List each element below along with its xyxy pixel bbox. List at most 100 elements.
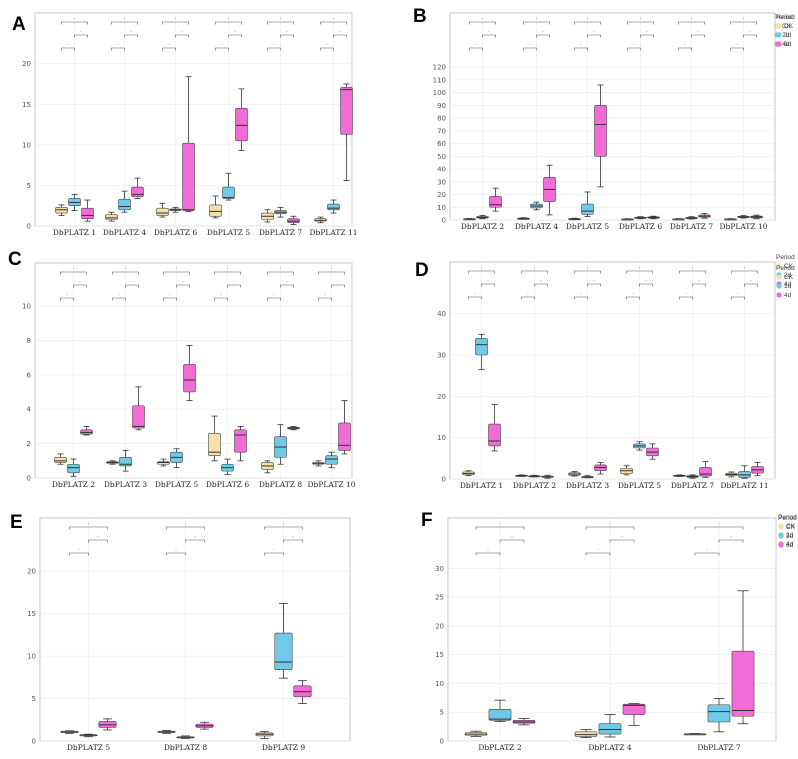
box-group: · · · DbPLATZ 3 <box>566 265 609 490</box>
significance-bracket <box>691 34 705 38</box>
significance-mark: · <box>194 534 196 540</box>
x-tick-label: DbPLATZ 2 <box>513 481 556 490</box>
significance-mark: · <box>227 266 229 272</box>
box <box>105 214 118 220</box>
significance-mark: · <box>511 534 513 540</box>
y-tick-label: 10 <box>27 653 36 661</box>
plot-frame <box>39 517 351 742</box>
significance-bracket <box>499 539 525 543</box>
x-tick-label: DbPLATZ 5 <box>155 480 198 489</box>
significance-mark: · <box>542 29 544 35</box>
x-tick-label: DbPLATZ 6 <box>619 222 662 231</box>
significance-mark: · <box>718 521 720 527</box>
significance-bracket <box>166 552 186 556</box>
significance-bracket <box>468 270 495 274</box>
significance-bracket <box>536 34 550 38</box>
x-tick-label: DbPLATZ 10 <box>720 222 768 231</box>
box <box>699 467 712 477</box>
box <box>118 198 131 211</box>
y-tick-label: 90 <box>437 102 446 110</box>
y-tick-label: 15 <box>435 651 444 659</box>
significance-mark: · <box>743 16 745 22</box>
significance-bracket <box>185 539 205 543</box>
y-tick-label: 8 <box>27 337 31 345</box>
significance-bracket <box>640 34 654 38</box>
significance-mark: · <box>645 278 647 284</box>
box-group: · · · DbPLATZ 5 <box>60 521 117 752</box>
box <box>340 86 353 135</box>
x-tick-label: DbPLATZ 5 <box>566 222 609 231</box>
legend-marker <box>776 32 782 38</box>
significance-mark: · <box>175 16 177 22</box>
legend-label: 6d <box>786 542 794 549</box>
significance-mark: · <box>220 292 222 298</box>
significance-mark: · <box>540 278 542 284</box>
significance-bracket <box>333 34 347 38</box>
significance-mark: · <box>97 534 99 540</box>
significance-bracket <box>475 552 501 556</box>
significance-mark: · <box>280 16 282 22</box>
significance-mark: · <box>730 534 732 540</box>
significance-bracket <box>469 21 496 25</box>
significance-bracket <box>166 526 205 530</box>
box <box>183 364 196 393</box>
significance-bracket <box>609 539 635 543</box>
significance-mark: · <box>487 278 489 284</box>
box-group: · · · DbPLATZ 7 <box>671 265 714 490</box>
significance-mark: · <box>273 42 275 48</box>
significance-bracket <box>267 271 294 275</box>
significance-bracket <box>61 21 88 25</box>
significance-bracket <box>318 297 332 301</box>
significance-mark: · <box>488 29 490 35</box>
significance-mark: · <box>529 42 531 48</box>
y-tick-label: 6 <box>27 371 32 379</box>
significance-mark: · <box>228 16 230 22</box>
significance-mark: · <box>331 266 333 272</box>
significance-mark: · <box>639 265 641 271</box>
significance-bracket <box>694 526 744 530</box>
significance-mark: · <box>337 279 339 285</box>
significance-bracket <box>320 21 347 25</box>
x-tick-label: DbPLATZ 7 <box>671 481 714 490</box>
significance-bracket <box>267 47 281 51</box>
significance-mark: · <box>736 42 738 48</box>
significance-mark: · <box>749 29 751 35</box>
y-tick-label: 0 <box>442 217 446 225</box>
panel-letter: D <box>415 260 429 281</box>
box-group: · · · DbPLATZ 2 <box>52 266 95 489</box>
box <box>475 338 488 356</box>
significance-mark: · <box>706 547 708 553</box>
y-tick-label: 20 <box>27 568 36 576</box>
y-tick-label: 60 <box>437 140 446 148</box>
panel-letter: E <box>10 512 23 533</box>
significance-bracket <box>280 284 294 288</box>
significance-mark: · <box>280 266 282 272</box>
significance-mark: · <box>80 29 82 35</box>
significance-bracket <box>60 297 74 301</box>
significance-bracket <box>215 21 242 25</box>
x-tick-label: DbPLATZ 8 <box>259 480 302 489</box>
significance-bracket <box>574 21 601 25</box>
legend-label: 3d <box>786 533 794 540</box>
box-group: · · · DbPLATZ 4 <box>103 16 146 237</box>
y-tick-label: 0 <box>442 476 446 484</box>
x-tick-label: DbPLATZ 4 <box>588 743 631 752</box>
significance-mark: · <box>499 521 501 527</box>
significance-bracket <box>88 539 108 543</box>
significance-mark: · <box>176 266 178 272</box>
significance-mark: · <box>527 291 529 297</box>
significance-bracket <box>468 296 482 300</box>
significance-bracket <box>482 34 496 38</box>
legend-title: Period <box>778 514 797 521</box>
y-tick-label: 0 <box>32 738 36 746</box>
y-tick-label: 40 <box>437 310 446 318</box>
legend-marker <box>778 542 784 548</box>
y-tick-label: 0 <box>27 223 31 231</box>
plot-frame <box>449 12 776 221</box>
significance-bracket <box>162 21 189 25</box>
significance-mark: · <box>273 292 275 298</box>
x-tick-label: DbPLATZ 2 <box>461 222 504 231</box>
legend-label: CK <box>786 523 796 530</box>
significance-mark: · <box>697 29 699 35</box>
